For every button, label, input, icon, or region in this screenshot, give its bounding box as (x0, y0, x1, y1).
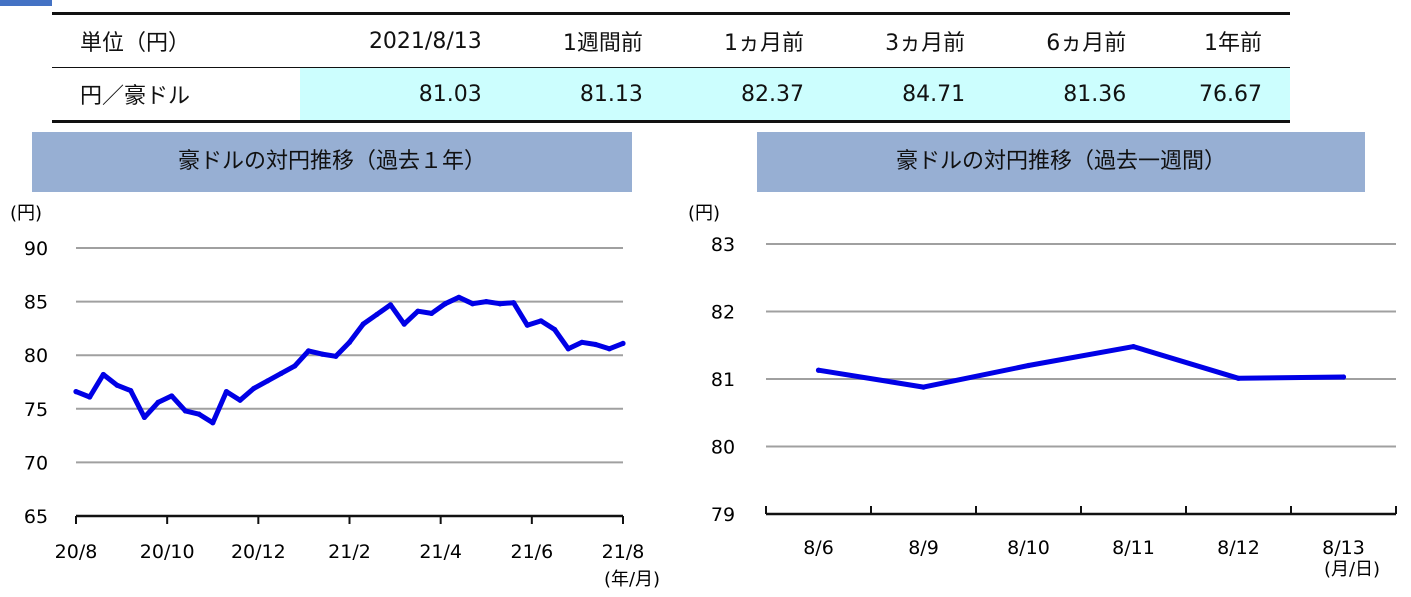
data-point (100, 371, 106, 378)
data-point (620, 340, 626, 347)
data-point (456, 294, 462, 300)
data-point (1025, 362, 1032, 369)
data-point (387, 302, 394, 308)
rate-table-header-row: 単位（円） 2021/8/13 1週間前 1ヵ月前 3ヵ月前 6ヵ月前 1年前 (52, 13, 1290, 68)
data-point (442, 301, 448, 307)
data-point (128, 387, 134, 394)
data-point (374, 311, 380, 318)
value-current: 81.03 (299, 67, 510, 122)
chart-1w: (円) 83 82 81 80 79 8/6 8/9 8/10 8/11 8/12 8/13(月/日) (688, 203, 1397, 580)
y-tick-label: 65 (24, 506, 48, 528)
x-tick-label: 21/8 (602, 541, 645, 563)
header-1w: 1週間前 (562, 31, 643, 56)
data-point (1130, 344, 1137, 350)
header-6m: 6ヵ月前 (1046, 31, 1127, 56)
data-point (428, 310, 435, 316)
rate-table-row: 円／豪ドル 81.03 81.13 82.37 84.71 81.36 76.6… (52, 67, 1290, 122)
data-point (87, 394, 93, 400)
data-point (346, 339, 353, 345)
data-point (237, 397, 243, 403)
data-point (114, 382, 120, 388)
x-tick-label: 21/6 (510, 541, 553, 563)
y-tick-label: 70 (24, 452, 48, 474)
header-date: 2021/8/13 (368, 28, 482, 54)
data-point (483, 299, 489, 305)
value-1m: 82.37 (670, 67, 832, 122)
row-label: 円／豪ドル (80, 84, 191, 109)
data-point (292, 363, 298, 369)
data-point (333, 353, 339, 359)
x-tick-label: 8/6 (803, 537, 834, 559)
y-tick-label: 75 (24, 399, 48, 421)
y-tick-label: 80 (711, 437, 735, 459)
data-point (251, 385, 257, 392)
data-point (319, 351, 325, 357)
header-1m: 1ヵ月前 (724, 31, 804, 56)
data-point (360, 321, 366, 327)
x-tick-label: 20/10 (140, 541, 195, 563)
x-tick-label: 8/12 (1217, 537, 1260, 559)
y-tick-label: 81 (711, 369, 735, 391)
y-tick-label: 90 (24, 238, 48, 260)
y-tick-label: 80 (24, 345, 48, 367)
data-point (182, 408, 188, 414)
chart-1y: (円) 90 85 80 75 70 65 20/8 20/10 20/12 21/2 21/4 21/… (10, 203, 660, 590)
rate-table: 単位（円） 2021/8/13 1週間前 1ヵ月前 3ヵ月前 6ヵ月前 1年前 … (52, 12, 1290, 123)
x-tick-label: 20/12 (231, 541, 286, 563)
header-unit: 単位（円） (80, 31, 191, 56)
value-6m: 81.36 (993, 67, 1155, 122)
data-point (1340, 374, 1347, 380)
y-unit-label: (円) (688, 203, 720, 224)
header-1y: 1年前 (1204, 31, 1262, 56)
x-unit-label: (年/月) (604, 569, 660, 590)
data-point (401, 321, 407, 327)
data-point (565, 346, 571, 352)
data-point (552, 326, 558, 333)
data-point (606, 346, 612, 352)
data-point (469, 301, 476, 307)
data-point (524, 322, 530, 328)
corner-accent (0, 0, 52, 6)
x-tick-label: 8/11 (1112, 537, 1155, 559)
x-tick-label: 8/10 (1007, 537, 1050, 559)
y-tick-label: 79 (711, 504, 735, 526)
x-unit-label: (月/日) (1324, 559, 1380, 580)
chart-1y-title: 豪ドルの対円推移（過去１年） (32, 132, 632, 192)
data-point (264, 378, 271, 384)
header-3m: 3ヵ月前 (885, 31, 966, 56)
data-point (415, 308, 421, 314)
data-point (278, 370, 284, 377)
data-point (579, 339, 585, 345)
data-point (196, 411, 202, 417)
data-point (593, 341, 599, 348)
data-point (305, 348, 312, 354)
chart-1w-title: 豪ドルの対円推移（過去一週間） (757, 132, 1365, 192)
data-point (155, 399, 161, 405)
value-3m: 84.71 (832, 67, 994, 122)
data-point (169, 393, 175, 399)
data-point (510, 300, 517, 306)
x-tick-label: 21/4 (419, 541, 462, 563)
y-tick-label: 85 (24, 292, 48, 314)
data-point (497, 301, 503, 307)
value-1y: 76.67 (1154, 67, 1290, 122)
data-point (920, 384, 927, 390)
y-tick-label: 83 (711, 234, 735, 256)
value-1w: 81.13 (509, 67, 671, 122)
x-tick-label: 8/9 (908, 537, 939, 559)
data-point (538, 318, 544, 324)
y-unit-label: (円) (10, 203, 42, 224)
x-tick-label: 8/13 (1322, 537, 1365, 559)
data-point (223, 389, 230, 395)
x-tick-label: 20/8 (55, 541, 98, 563)
data-point (815, 367, 822, 373)
data-point (141, 414, 147, 420)
y-tick-label: 82 (711, 302, 735, 324)
x-tick-label: 21/2 (328, 541, 371, 563)
data-point (1235, 375, 1242, 381)
data-point (210, 420, 216, 426)
data-point (73, 389, 79, 395)
series-line (816, 344, 1346, 390)
